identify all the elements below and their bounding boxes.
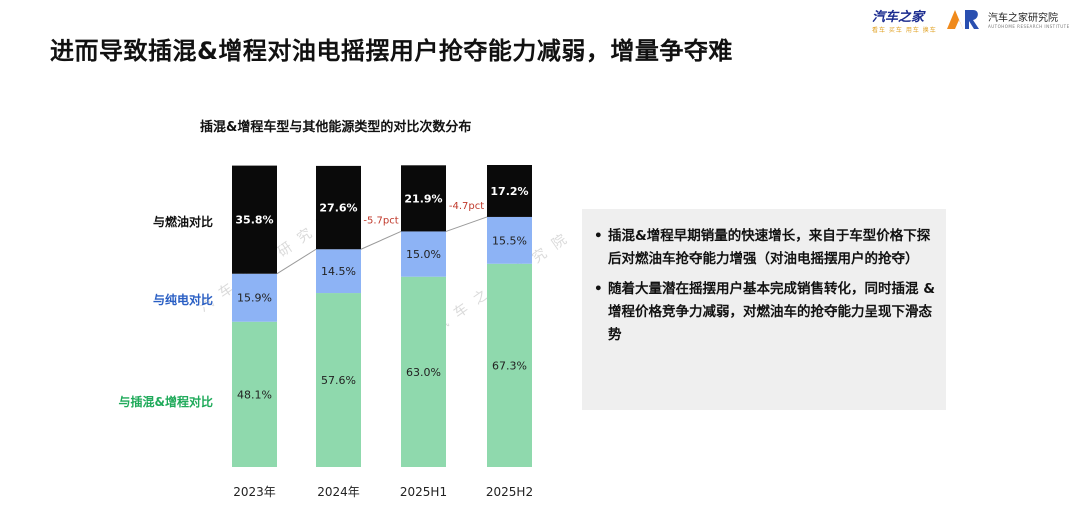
bar-segment [487,165,532,217]
change-annotation: -4.7pct [449,201,484,212]
bar-segment [316,293,361,467]
change-annotation: -5.7pct [363,215,398,226]
bar-segment [401,276,446,467]
page-title: 进而导致插混&增程对油电摇摆用户抢夺能力减弱，增量争夺难 [50,37,733,65]
data-label: 17.2% [490,185,528,198]
data-label: 67.3% [492,359,527,372]
row-label-phev: 与插混&增程对比 [118,395,213,409]
x-tick-label: 2025H1 [400,485,447,499]
bar-segment [487,263,532,467]
data-label: 15.9% [237,292,272,305]
bar-segment [316,249,361,294]
row-label-fuel: 与燃油对比 [152,215,213,229]
bar-segment [232,321,277,467]
ar-logo-icon [947,10,979,29]
data-label: 57.6% [321,374,356,387]
trend-connector-line [445,216,488,232]
data-label: 27.6% [319,202,357,215]
insight-panel: 插混&增程早期销量的快速增长，来自于车型价格下探后对燃油车抢夺能力增强（对油电摇… [582,209,946,410]
autohome-logo-text: 汽车之家 [872,10,925,25]
bar-segment [316,165,361,250]
x-tick-label: 2025H2 [486,485,533,499]
data-label: 15.0% [406,248,441,261]
data-label: 14.5% [321,265,356,278]
bar-segment [232,165,277,274]
bar-segment [487,216,532,264]
data-label: 15.5% [492,234,527,247]
data-label: 21.9% [404,192,442,205]
chart-title: 插混&增程车型与其他能源类型的对比次数分布 [200,120,472,135]
data-label: 63.0% [406,366,441,379]
research-institute-name: 汽车之家研究院 [988,13,1058,24]
trend-connector-line [276,248,317,275]
data-label: 48.1% [237,388,272,401]
bar-segment [232,273,277,322]
insight-item: 插混&增程早期销量的快速增长，来自于车型价格下探后对燃油车抢夺能力增强（对油电摇… [594,225,936,271]
row-label-ev: 与纯电对比 [152,293,213,307]
insight-list: 插混&增程早期销量的快速增长，来自于车型价格下探后对燃油车抢夺能力增强（对油电摇… [582,209,946,347]
trend-connector-line [360,230,402,250]
insight-item: 随着大量潜在摇摆用户基本完成销售转化，同时插混 & 增程价格竞争力减弱，对燃油车… [594,278,936,347]
autohome-logo-slogan: 看车 买车 用车 换车 [872,27,937,34]
data-label: 35.8% [235,214,273,227]
research-institute-logo: 汽车之家研究院 AUTOHOME RESEARCH INSTITUTE [946,8,1070,32]
autohome-logo: 汽车之家 看车 买车 用车 换车 [872,6,937,34]
research-institute-subname: AUTOHOME RESEARCH INSTITUTE [988,24,1070,29]
bar-segment [401,165,446,232]
bar-segment [401,231,446,277]
x-tick-label: 2023年 [233,485,276,499]
x-tick-label: 2024年 [317,485,360,499]
